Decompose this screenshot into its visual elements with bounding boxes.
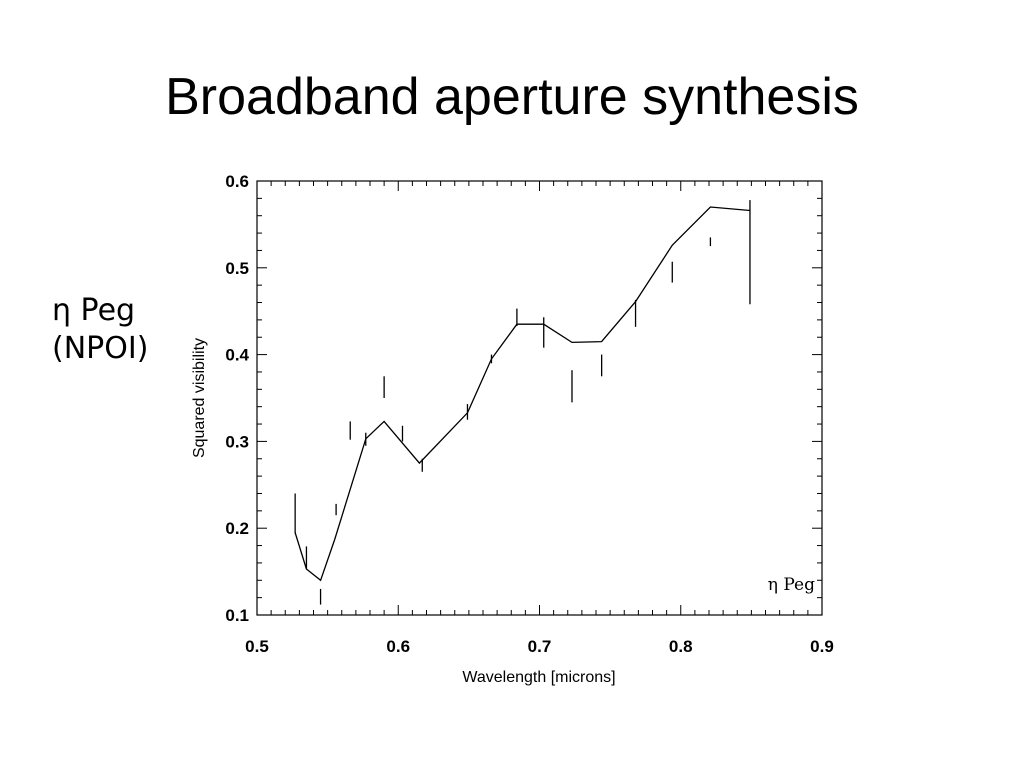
- target-name: η Peg: [52, 293, 136, 328]
- instrument-name: (NPOI): [52, 331, 149, 366]
- error-bars: [294, 200, 751, 605]
- x-tick-label: 0.7: [528, 637, 552, 656]
- axis-ticks: [256, 180, 823, 616]
- y-tick-label: 0.2: [225, 519, 249, 538]
- y-tick-labels: 0.1 0.2 0.3 0.4 0.5 0.6: [225, 172, 249, 625]
- y-tick-label: 0.3: [225, 432, 249, 451]
- x-tick-label: 0.5: [245, 637, 269, 656]
- y-tick-label: 0.4: [225, 346, 249, 365]
- x-tick-labels: 0.5 0.6 0.7 0.8 0.9: [245, 637, 834, 656]
- y-tick-label: 0.6: [225, 172, 249, 191]
- y-tick-label: 0.5: [225, 259, 249, 278]
- x-tick-label: 0.8: [669, 637, 693, 656]
- x-tick-label: 0.6: [386, 637, 410, 656]
- x-tick-label: 0.9: [810, 637, 834, 656]
- slide-title: Broadband aperture synthesis: [165, 68, 859, 126]
- plot-frame: [256, 180, 823, 616]
- y-axis-title: Squared visibility: [191, 338, 208, 458]
- model-curve: [294, 206, 751, 582]
- legend-label: η Peg: [768, 575, 815, 595]
- x-axis-title: Wavelength [microns]: [462, 669, 615, 686]
- y-tick-label: 0.1: [225, 606, 249, 625]
- target-label: η Peg (NPOI): [52, 292, 148, 368]
